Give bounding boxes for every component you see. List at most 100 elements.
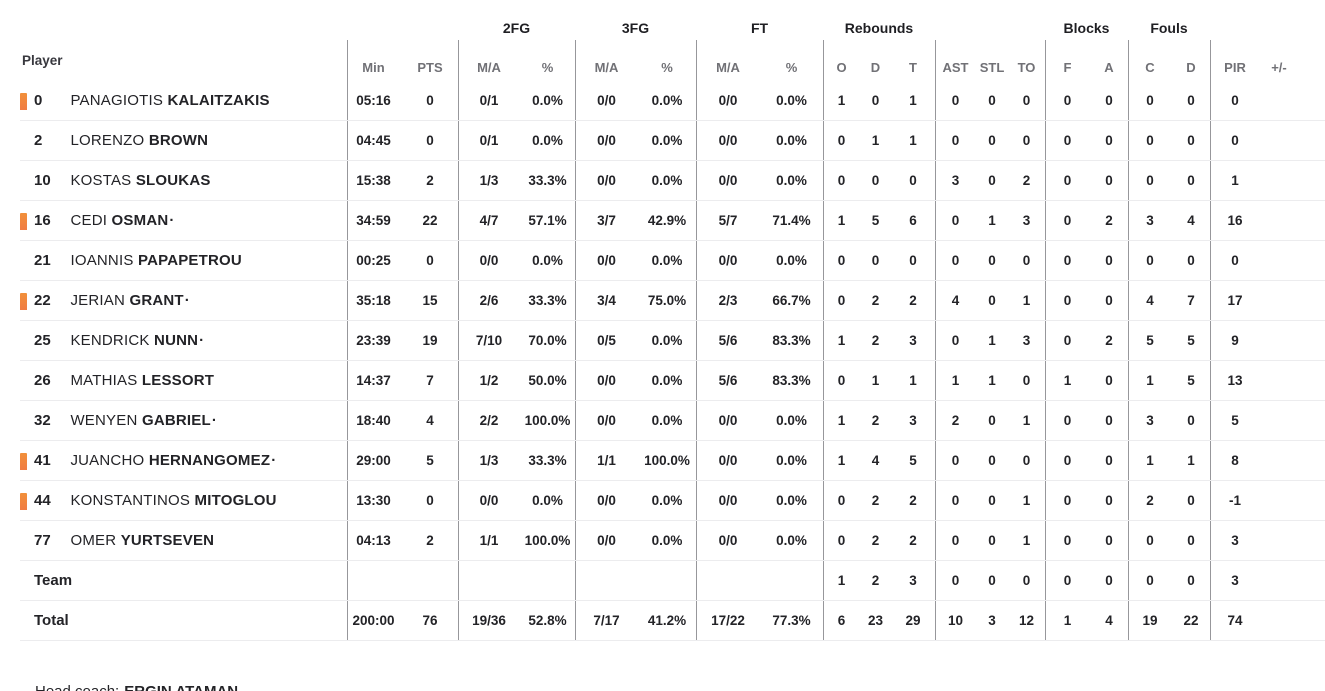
stat-ft-pct: 0.0% [776,173,807,188]
stat-2fg-pct: 0.0% [532,133,563,148]
stat-reb-o: 0 [837,293,846,308]
row-label: Total [34,611,69,629]
stat-stl: 3 [988,613,996,628]
player-cell: 25 KENDRICK NUNN· [20,332,345,350]
player-cell: 41 JUANCHO HERNANGOMEZ· [20,452,345,470]
stat-reb-t: 2 [909,293,917,308]
jersey-number: 41 [34,451,51,469]
stat-ast: 0 [951,573,960,588]
stat-stl: 0 [988,93,996,108]
player-row[interactable]: 2 LORENZO BROWN 04:45 0 0/1 0.0% 0/0 0.0… [20,121,1325,161]
team-row[interactable]: Team 1 2 3 0 0 0 0 0 0 0 3 [20,561,1325,601]
stat-reb-d: 2 [871,573,880,588]
stat-blk-a: 0 [1105,173,1113,188]
player-first-name: CEDI [70,211,108,229]
stat-min: 18:40 [356,413,391,428]
stat-stl: 0 [988,533,996,548]
column-header-blk-f: F [1063,59,1072,75]
stat-3fg-pct: 100.0% [644,453,690,468]
table-header: 2FG 3FG FT Rebounds Blocks Fouls Player … [0,0,1325,81]
stat-foul-c: 3 [1146,413,1154,428]
stat-reb-d: 0 [871,93,880,108]
player-row[interactable]: 25 KENDRICK NUNN· 23:39 19 7/10 70.0% 0/… [20,321,1325,361]
stat-ast: 2 [951,413,960,428]
player-row[interactable]: 16 CEDI OSMAN· 34:59 22 4/7 57.1% 3/7 42… [20,201,1325,241]
group-header-row: 2FG 3FG FT Rebounds Blocks Fouls [20,12,1325,44]
stat-reb-t: 3 [909,333,917,348]
stat-reb-d: 0 [871,173,880,188]
stat-reb-o: 1 [837,413,846,428]
stat-reb-d: 2 [871,533,880,548]
stat-foul-d: 0 [1187,493,1195,508]
stat-foul-d: 22 [1183,613,1199,628]
player-row[interactable]: 41 JUANCHO HERNANGOMEZ· 29:00 5 1/3 33.3… [20,441,1325,481]
jersey-number: 77 [34,531,51,549]
column-header-player: Player [22,53,63,68]
stat-min: 35:18 [356,293,391,308]
stat-3fg-pct: 0.0% [651,253,683,268]
column-header-to: TO [1017,59,1036,75]
stat-to: 2 [1022,173,1031,188]
stat-stl: 0 [988,453,996,468]
column-divider [1210,40,1211,641]
stat-reb-t: 29 [905,613,921,628]
stat-blk-f: 0 [1063,453,1072,468]
player-row[interactable]: 22 JERIAN GRANT· 35:18 15 2/6 33.3% 3/4 … [20,281,1325,321]
column-divider [1045,40,1046,641]
player-row[interactable]: 26 MATHIAS LESSORT 14:37 7 1/2 50.0% 0/0… [20,361,1325,401]
stat-3fg-pct: 0.0% [651,173,683,188]
player-last-name: KALAITZAKIS [167,91,270,109]
player-row[interactable]: 10 KOSTAS SLOUKAS 15:38 2 1/3 33.3% 0/0 … [20,161,1325,201]
column-header-blk-a: A [1104,59,1114,75]
stat-3fg-ma: 3/7 [597,213,616,228]
stat-reb-d: 2 [871,413,880,428]
stat-foul-c: 2 [1146,493,1154,508]
player-row[interactable]: 32 WENYEN GABRIEL· 18:40 4 2/2 100.0% 0/… [20,401,1325,441]
stat-ft-pct: 0.0% [776,133,807,148]
stat-ast: 1 [951,373,960,388]
column-header-stl: STL [979,59,1005,75]
player-cell: 26 MATHIAS LESSORT [20,372,345,390]
player-cell: 77 OMER YURTSEVEN [20,532,345,550]
stat-foul-c: 0 [1146,533,1154,548]
column-group-ft: FT [750,20,769,36]
player-row[interactable]: 44 KONSTANTINOS MITOGLOU 13:30 0 0/0 0.0… [20,481,1325,521]
column-header-2fg-pct: % [541,59,554,75]
stat-pts: 0 [426,253,434,268]
oncourt-marker [20,452,27,470]
total-row[interactable]: Total 200:00 76 19/36 52.8% 7/17 41.2% 1… [20,601,1325,641]
head-coach-name: ERGIN ATAMAN [124,683,238,691]
stat-blk-f: 1 [1063,373,1072,388]
stat-reb-o: 1 [837,93,846,108]
player-last-name: LESSORT [141,371,215,389]
stat-ft-ma: 0/0 [718,533,738,548]
oncourt-marker [20,292,27,310]
stat-reb-t: 3 [909,573,917,588]
column-divider [347,40,348,641]
player-first-name: PANAGIOTIS [70,91,164,109]
column-divider [696,40,697,641]
stat-2fg-ma: 1/1 [479,533,499,548]
stat-stl: 1 [988,373,996,388]
stat-blk-a: 4 [1105,613,1113,628]
stat-foul-c: 1 [1146,453,1154,468]
player-row[interactable]: 0 PANAGIOTIS KALAITZAKIS 05:16 0 0/1 0.0… [20,81,1325,121]
column-divider [823,40,824,641]
stat-blk-a: 0 [1105,493,1113,508]
stat-blk-a: 2 [1105,213,1113,228]
stat-2fg-pct: 50.0% [528,373,567,388]
stat-2fg-ma: 0/0 [479,493,499,508]
player-row[interactable]: 21 IOANNIS PAPAPETROU 00:25 0 0/0 0.0% 0… [20,241,1325,281]
stat-ft-ma: 0/0 [718,253,738,268]
player-row[interactable]: 77 OMER YURTSEVEN 04:13 2 1/1 100.0% 0/0… [20,521,1325,561]
column-header-plus-minus: +/- [1271,59,1287,75]
stat-min: 00:25 [356,253,391,268]
player-last-name: SLOUKAS [135,171,211,189]
player-cell: 0 PANAGIOTIS KALAITZAKIS [20,92,345,110]
stat-ft-pct: 0.0% [776,253,807,268]
stat-to: 1 [1022,413,1031,428]
stat-3fg-ma: 7/17 [593,613,620,628]
stat-reb-t: 1 [909,93,917,108]
stat-foul-d: 0 [1187,413,1195,428]
column-header-min: Min [362,59,385,75]
